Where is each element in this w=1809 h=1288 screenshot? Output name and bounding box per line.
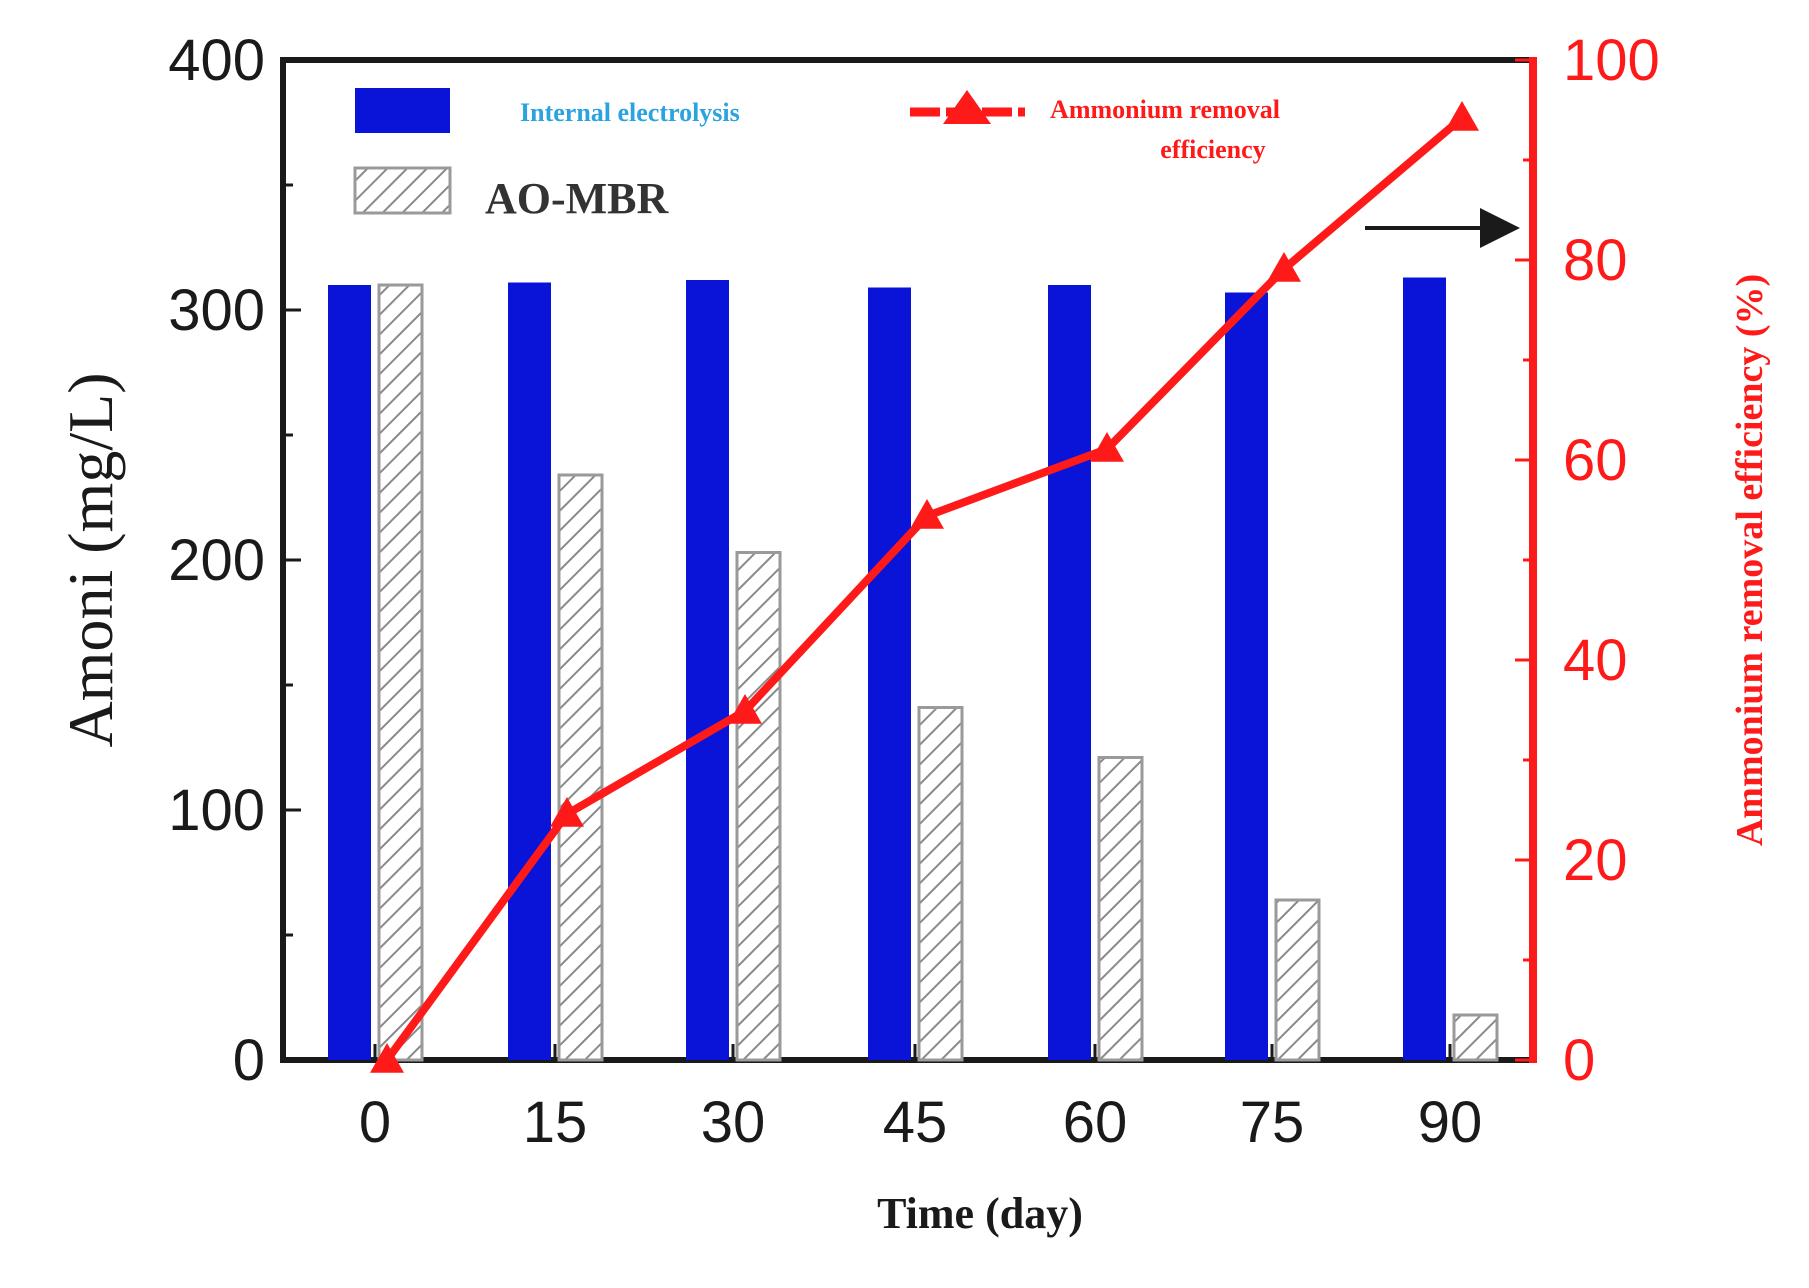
bar-ao-mbr [557, 473, 604, 1062]
legend-swatch-ao-mbr [353, 166, 452, 215]
bar-internal-electrolysis [1225, 292, 1268, 1060]
ticks-layer: 0 100 200 300 400 0 20 40 60 80 100 0 15 30 45 60 75 90 [168, 28, 1660, 1155]
legend-label-efficiency-line1: Ammonium removal [1050, 95, 1280, 124]
bar-ao-mbr [917, 706, 964, 1062]
bar-ao-mbr [1274, 898, 1321, 1062]
y-tick-label-left: 0 [233, 1028, 265, 1093]
x-tick-label: 45 [883, 1090, 948, 1155]
efficiency-point [1267, 252, 1301, 282]
y-tick-label-left: 300 [168, 278, 265, 343]
x-tick-label: 15 [523, 1090, 588, 1155]
x-tick-label: 0 [359, 1090, 391, 1155]
efficiency-point [728, 694, 762, 724]
y-tick-label-right: 80 [1563, 228, 1628, 293]
y-tick-label-right: 40 [1563, 628, 1628, 693]
bar-internal-electrolysis [1048, 285, 1091, 1060]
bar-ao-mbr [735, 551, 782, 1062]
y-tick-label-left: 100 [168, 778, 265, 843]
y-tick-label-right: 100 [1563, 28, 1660, 93]
y-tick-label-right: 60 [1563, 428, 1628, 493]
y-tick-label-left: 400 [168, 28, 265, 93]
efficiency-point [1090, 432, 1124, 462]
efficiency-point [550, 797, 584, 827]
bar-internal-electrolysis [508, 282, 551, 1060]
y-tick-label-right: 0 [1563, 1028, 1595, 1093]
x-axis-label: Time (day) [877, 1189, 1083, 1238]
bar-internal-electrolysis [1403, 277, 1446, 1060]
bar-ao-mbr [1097, 756, 1144, 1062]
bar-ao-mbr [377, 283, 424, 1062]
efficiency-point [910, 499, 944, 529]
bar-internal-electrolysis [686, 280, 729, 1060]
efficiency-point [1445, 101, 1479, 131]
legend-swatch-internal-electrolysis [355, 88, 450, 133]
efficiency-point [370, 1043, 404, 1073]
bar-internal-electrolysis [868, 287, 911, 1060]
x-tick-label: 90 [1418, 1090, 1483, 1155]
bars-layer [328, 277, 1499, 1062]
y-axis-label-left: Amoni (mg/L) [55, 372, 126, 747]
y-axis-label-right: Ammonium removal efficiency (%) [1729, 274, 1771, 846]
legend-label-internal-electrolysis: Internal electrolysis [520, 98, 740, 127]
x-tick-label: 30 [701, 1090, 766, 1155]
x-tick-label: 60 [1063, 1090, 1128, 1155]
legend-label-efficiency-line2: efficiency [1160, 135, 1265, 164]
bar-ao-mbr [1452, 1013, 1499, 1062]
y-tick-label-left: 200 [168, 528, 265, 593]
efficiency-line-layer [370, 101, 1479, 1073]
y-tick-label-right: 20 [1563, 828, 1628, 893]
legend-marker-efficiency [943, 90, 991, 124]
x-tick-label: 75 [1240, 1090, 1305, 1155]
legend-label-ao-mbr: AO-MBR [485, 174, 670, 223]
bar-internal-electrolysis [328, 285, 371, 1060]
